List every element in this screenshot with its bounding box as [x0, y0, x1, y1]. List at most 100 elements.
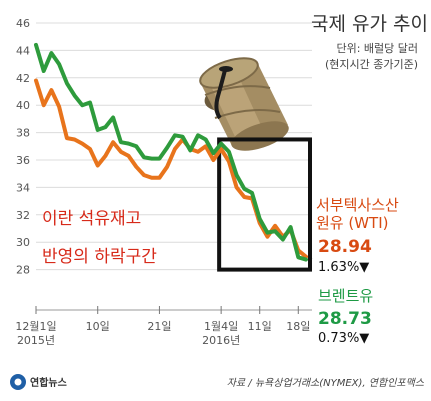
wti-series-label-2: 원유 (WTI)	[316, 214, 389, 232]
data-point-brent	[266, 231, 269, 234]
data-point-brent	[173, 134, 177, 137]
y-axis: 28 30 32 34 36 38 40 42 44 46	[16, 17, 30, 277]
data-point-wti	[142, 173, 146, 177]
chart-title: 국제 유가 추이	[311, 13, 428, 35]
data-point-wti	[219, 147, 223, 151]
x-tick-label: 2016년	[202, 334, 240, 347]
data-point-wti	[204, 145, 207, 148]
x-tick-label: 12월1일	[15, 319, 56, 333]
data-point-wti	[158, 176, 161, 180]
data-point-wti	[65, 136, 69, 140]
data-point-brent	[119, 140, 123, 144]
data-point-brent	[104, 125, 107, 129]
series-line-wti	[34, 78, 308, 259]
y-tick-label: 28	[16, 264, 30, 277]
y-tick-label: 42	[16, 72, 30, 85]
data-point-wti	[127, 154, 130, 158]
y-tick-label: 30	[16, 236, 30, 249]
y-tick-label: 32	[16, 209, 30, 222]
data-point-wti	[88, 147, 92, 151]
data-point-brent	[158, 157, 161, 160]
data-point-brent	[181, 135, 184, 138]
data-point-brent	[96, 128, 99, 132]
data-point-wti	[165, 165, 169, 169]
data-point-wti	[119, 150, 123, 153]
x-tick-label: 2015년	[17, 334, 55, 347]
x-tick-label: 21일	[147, 319, 171, 333]
y-tick-label: 38	[16, 127, 30, 140]
chart-subtitle-basis: (현지시간 종가기준)	[325, 58, 418, 71]
data-point-brent	[111, 116, 115, 119]
annotation-line-1: 이란 석유재고	[42, 209, 141, 229]
y-tick-label: 40	[16, 99, 30, 112]
data-point-wti	[42, 104, 45, 107]
wti-change: 1.63%▼	[318, 260, 369, 275]
data-point-brent	[88, 101, 92, 104]
data-point-wti	[135, 165, 138, 169]
data-point-brent	[204, 138, 207, 141]
data-point-brent	[289, 225, 292, 229]
annotation-line-2: 반영의 하락구간	[42, 247, 157, 267]
data-point-brent	[135, 145, 138, 148]
brent-series-label: 브렌트유	[318, 287, 373, 305]
data-point-brent	[165, 146, 169, 149]
data-point-wti	[173, 147, 177, 151]
data-point-wti	[34, 79, 38, 82]
series-line-brent	[34, 42, 308, 262]
data-point-wti	[150, 176, 153, 180]
data-point-wti	[73, 138, 76, 141]
data-point-wti	[266, 235, 269, 238]
data-point-brent	[212, 151, 215, 155]
data-point-wti	[81, 142, 84, 145]
data-point-wti	[212, 158, 215, 162]
source-note: 자료 / 뉴욕상업거래소(NYMEX), 연합인포맥스	[227, 377, 425, 389]
highlight-box	[217, 137, 312, 272]
data-point-wti	[235, 186, 238, 189]
data-point-brent	[127, 142, 130, 145]
wti-series-label: 서부텍사스산	[316, 196, 399, 214]
x-tick-label: 1월4일	[204, 319, 238, 333]
data-point-wti	[111, 140, 115, 144]
data-point-brent	[250, 191, 254, 195]
data-point-brent	[150, 157, 153, 160]
yonhap-logo: 연합뉴스	[10, 374, 67, 390]
data-point-brent	[73, 94, 76, 97]
logo-text: 연합뉴스	[30, 376, 67, 389]
x-tick-label: 11일	[248, 319, 272, 333]
data-point-brent	[219, 142, 223, 145]
data-point-brent	[81, 104, 84, 107]
data-point-brent	[34, 43, 38, 47]
chart-subtitle-unit: 단위: 배럴당 달러	[336, 42, 418, 55]
y-tick-label: 34	[16, 181, 30, 194]
data-point-brent	[42, 69, 45, 73]
data-point-wti	[196, 150, 200, 153]
data-point-brent	[281, 238, 285, 241]
data-point-brent	[196, 134, 200, 137]
data-point-brent	[235, 173, 238, 177]
highlight-rect	[217, 137, 312, 272]
end-marker	[307, 256, 313, 260]
data-point-brent	[65, 82, 69, 85]
data-point-wti	[104, 154, 107, 158]
data-point-brent	[297, 256, 300, 259]
data-point-brent	[189, 149, 192, 152]
oil-barrel-illustration	[199, 57, 289, 151]
data-point-wti	[304, 255, 308, 258]
data-point-wti	[243, 195, 246, 199]
data-point-wti	[227, 160, 231, 163]
data-point-brent	[227, 150, 231, 153]
wti-last-value: 28.94	[318, 237, 372, 257]
y-tick-label: 44	[16, 44, 30, 57]
data-point-wti	[50, 88, 53, 92]
data-point-wti	[273, 224, 277, 227]
y-tick-label: 46	[16, 17, 30, 30]
data-point-brent	[258, 217, 261, 221]
data-point-brent	[243, 187, 246, 190]
data-point-wti	[96, 164, 99, 167]
x-tick-label: 10일	[86, 319, 110, 333]
data-point-brent	[304, 258, 308, 261]
x-tick-label: 18일	[286, 319, 310, 333]
series-lines	[34, 42, 313, 262]
